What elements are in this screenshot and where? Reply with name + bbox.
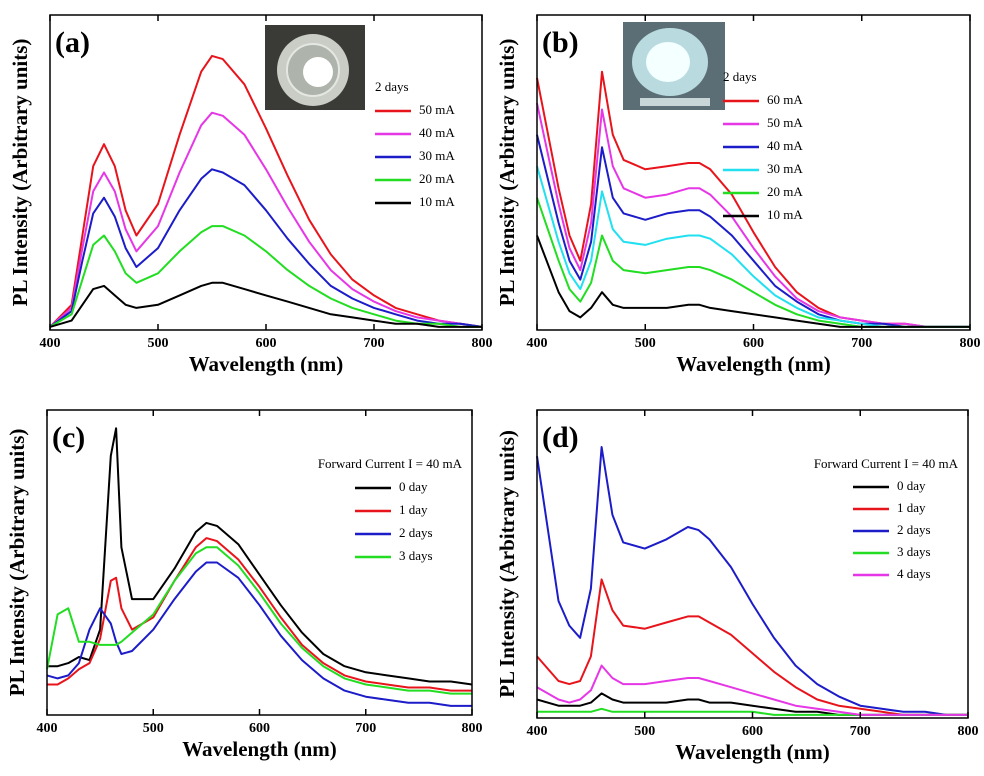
y-axis-label: PL Intensity (Arbitrary units) <box>495 39 519 307</box>
spectrum-line <box>536 235 970 328</box>
legend-label: 0 day <box>897 478 926 493</box>
panel: 400 500 600 700 800 Wavelength (nm) PL Intensi… <box>8 14 493 376</box>
x-tick-label: 400 <box>37 721 58 736</box>
x-tick-label: 400 <box>40 336 61 351</box>
legend-label: 10 mA <box>767 207 803 222</box>
x-tick-label: 500 <box>148 336 169 351</box>
x-tick-label: 800 <box>472 336 493 351</box>
panel-label: (d) <box>542 421 579 454</box>
legend-title: 2 days <box>375 79 409 94</box>
x-tick-label: 600 <box>249 721 270 736</box>
legend-label: 30 mA <box>419 148 455 163</box>
panel: 400 500 600 700 800 Wavelength (nm) PL Intensi… <box>495 409 979 764</box>
legend-label: 10 mA <box>419 194 455 209</box>
x-axis-label: Wavelength (nm) <box>182 737 337 761</box>
x-tick-label: 400 <box>527 336 548 351</box>
x-tick-label: 500 <box>635 336 656 351</box>
x-tick-label: 800 <box>462 721 483 736</box>
x-axis-label: Wavelength (nm) <box>676 352 831 376</box>
legend-label: 40 mA <box>419 125 455 140</box>
panel: 400 500 600 700 800 Wavelength (nm) PL Intensi… <box>5 409 483 761</box>
spectrum-line <box>49 225 482 328</box>
legend-title: Forward Current I = 40 mA <box>814 456 959 471</box>
inset-photo-a <box>265 25 365 110</box>
x-tick-label: 600 <box>742 724 763 739</box>
spectrum-line <box>46 546 472 695</box>
spectrum-line <box>47 427 473 686</box>
spectrum-line <box>49 281 482 328</box>
panel-label: (a) <box>55 26 90 59</box>
legend-label: 30 mA <box>767 161 803 176</box>
panel-label: (b) <box>542 26 579 59</box>
x-tick-label: 500 <box>634 724 655 739</box>
legend-label: 50 mA <box>767 115 803 130</box>
spectrum-line <box>49 168 483 328</box>
legend-label: 50 mA <box>419 102 455 117</box>
legend-label: 2 days <box>897 522 931 537</box>
y-axis-label: PL Intensity (Arbitrary units) <box>495 430 519 698</box>
legend-label: 60 mA <box>767 92 803 107</box>
legend-label: 2 days <box>399 525 433 540</box>
x-tick-label: 400 <box>527 724 548 739</box>
y-axis-label: PL Intensity (Arbitrary units) <box>8 39 32 307</box>
x-tick-label: 500 <box>143 721 164 736</box>
x-tick-label: 700 <box>850 724 871 739</box>
panel: 400 500 600 700 800 Wavelength (nm) PL Intensi… <box>495 14 981 376</box>
legend-label: 1 day <box>399 502 428 517</box>
legend-label: 0 day <box>399 479 428 494</box>
legend-label: 4 days <box>897 566 931 581</box>
legend-label: 3 days <box>399 548 433 563</box>
x-tick-label: 800 <box>958 724 979 739</box>
panel-label: (c) <box>52 421 85 454</box>
x-tick-label: 800 <box>960 336 981 351</box>
legend-label: 20 mA <box>767 184 803 199</box>
spectrum-line <box>47 537 472 692</box>
inset-photo-b <box>623 22 725 110</box>
x-axis-label: Wavelength (nm) <box>675 740 830 764</box>
x-axis-label: Wavelength (nm) <box>189 352 344 376</box>
legend-label: 1 day <box>897 500 926 515</box>
spectrum-line <box>46 561 472 707</box>
legend-label: 40 mA <box>767 138 803 153</box>
x-tick-label: 700 <box>851 336 872 351</box>
spectrum-line <box>49 54 483 328</box>
spectrum-line <box>49 111 483 328</box>
legend-title: Forward Current I = 40 mA <box>318 456 463 471</box>
spectrum-line <box>536 134 970 328</box>
x-tick-label: 600 <box>743 336 764 351</box>
x-tick-label: 700 <box>364 336 385 351</box>
legend-label: 20 mA <box>419 171 455 186</box>
x-tick-label: 700 <box>355 721 376 736</box>
y-axis-label: PL Intensity (Arbitrary units) <box>5 429 29 697</box>
legend-title: 2 days <box>723 69 757 84</box>
legend-label: 3 days <box>897 544 931 559</box>
spectrum-line <box>536 446 968 716</box>
spectrum-line <box>536 578 968 716</box>
spectrum-line <box>536 664 968 716</box>
x-tick-label: 600 <box>256 336 277 351</box>
